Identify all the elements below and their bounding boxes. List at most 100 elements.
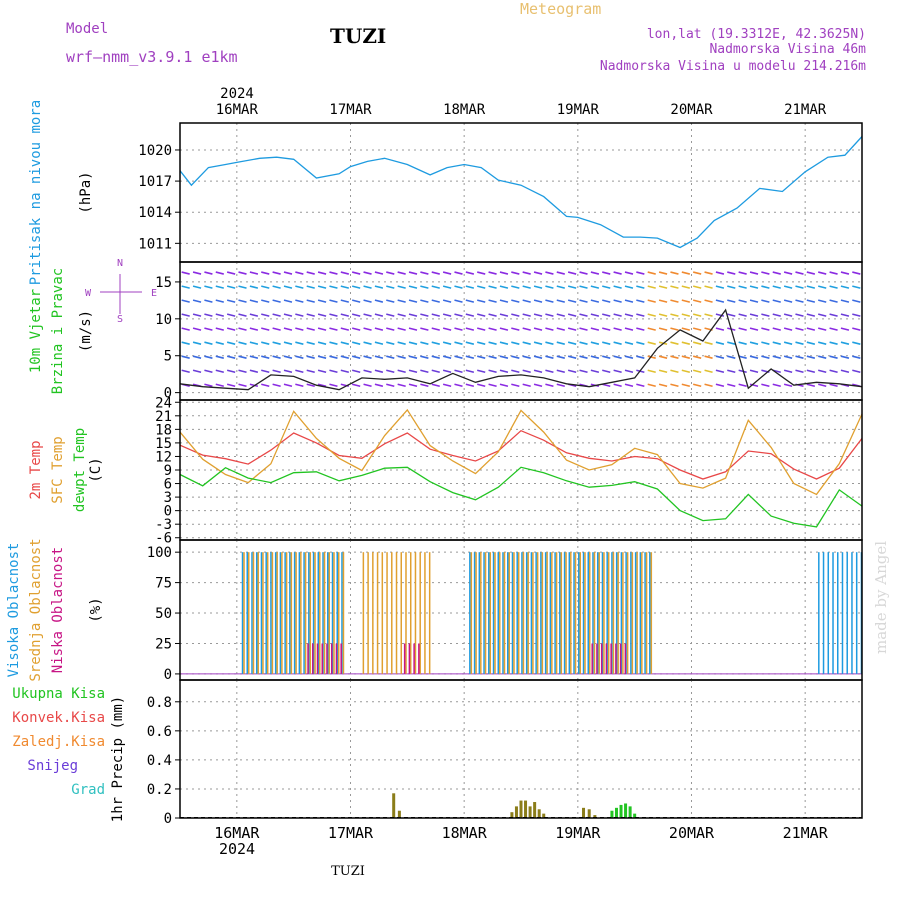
- panels: 1011 1014 1017 1020 Pritisak na nivou mora (h…: [6, 100, 863, 827]
- wind-arrow: [533, 327, 543, 331]
- wind-arrow: [533, 383, 543, 388]
- wind-arrow: [420, 313, 429, 317]
- wind-arrow: [431, 313, 440, 317]
- wind-arrow: [249, 341, 259, 345]
- wind-arrow: [636, 285, 645, 289]
- wind-arrow: [374, 313, 384, 317]
- wind-arrow: [363, 313, 372, 317]
- wind-arrow: [340, 299, 350, 303]
- wind-arrow: [238, 271, 247, 275]
- precip-bar: [542, 813, 546, 818]
- wind-arrow: [215, 271, 224, 275]
- wind-arrow: [329, 327, 338, 331]
- wind-arrow: [590, 341, 600, 345]
- wind-arrow: [749, 369, 759, 373]
- wind-arrow: [840, 341, 850, 345]
- wind-arrow: [579, 369, 588, 373]
- wind-arrow: [738, 327, 747, 331]
- wind-arrow: [567, 313, 577, 317]
- panel-pressure: 1011 1014 1017 1020 Pritisak na nivou mora (h…: [28, 100, 863, 285]
- wind-arrow: [761, 327, 770, 331]
- model-name: wrf–nmm_v3.9.1 e1km: [66, 48, 238, 66]
- wind-arrow: [795, 299, 804, 303]
- wind-arrow: [477, 383, 486, 388]
- wind-arrow: [511, 383, 520, 388]
- wind-arrow: [488, 271, 497, 275]
- wind-arrow: [488, 341, 497, 345]
- wind-arrow: [374, 299, 384, 303]
- wind-arrow: [567, 369, 577, 373]
- wind-arrow: [499, 285, 509, 289]
- precip-bar: [582, 807, 586, 818]
- wind-arrow: [351, 313, 361, 317]
- wind-arrow: [499, 271, 509, 275]
- y-tick-label: -6: [155, 531, 172, 547]
- wind-arrow: [829, 355, 838, 359]
- wind-arrow: [806, 341, 816, 345]
- wind-arrow: [249, 369, 259, 373]
- wind-arrow: [431, 355, 440, 359]
- wind-arrow: [840, 313, 850, 317]
- wind-arrow: [556, 271, 565, 275]
- wind-arrow: [738, 271, 747, 275]
- wind-arrow: [181, 313, 190, 317]
- wind-arrow: [556, 313, 565, 317]
- wind-arrow: [215, 313, 224, 317]
- panel-unit: (%): [88, 597, 104, 622]
- wind-arrow: [590, 327, 600, 331]
- wind-arrow: [624, 369, 634, 373]
- wind-arrow: [477, 355, 486, 359]
- wind-arrow: [431, 341, 440, 345]
- panel-label: Brzina i Pravac: [50, 268, 66, 394]
- wind-arrow: [681, 313, 691, 317]
- wind-arrow: [783, 299, 793, 303]
- top-day-label: 18MAR: [443, 102, 486, 118]
- wind-arrow: [783, 327, 793, 331]
- wind-arrow: [363, 271, 372, 275]
- wind-arrow: [772, 383, 781, 388]
- wind-arrow: [658, 271, 668, 275]
- wind-arrow: [511, 327, 520, 331]
- wind-arrow: [408, 369, 418, 373]
- wind-arrow: [306, 271, 315, 275]
- wind-arrow: [408, 271, 418, 275]
- wind-arrow: [272, 271, 281, 275]
- wind-arrow: [704, 299, 713, 303]
- wind-arrow: [522, 299, 531, 303]
- wind-arrow: [772, 327, 781, 331]
- wind-arrow: [351, 383, 361, 388]
- precip-bar: [614, 807, 618, 818]
- y-tick-label: 1020: [138, 143, 172, 159]
- wind-arrow: [386, 327, 395, 331]
- wind-arrow: [579, 285, 588, 289]
- wind-arrow: [715, 313, 725, 317]
- wind-arrow: [351, 355, 361, 359]
- wind-arrow: [556, 383, 565, 388]
- wind-arrow: [329, 369, 338, 373]
- wind-arrow: [340, 285, 350, 289]
- wind-arrow: [806, 271, 816, 275]
- wind-arrow: [636, 271, 645, 275]
- wind-arrow: [545, 369, 554, 373]
- wind-arrow: [295, 327, 304, 331]
- wind-arrow: [545, 285, 554, 289]
- wind-arrow: [420, 299, 429, 303]
- y-tick-label: 0.4: [147, 753, 172, 769]
- wind-arrow: [602, 313, 611, 317]
- precip-legend-item: Ukupna Kisa: [12, 686, 105, 702]
- y-tick-label: 50: [155, 606, 172, 622]
- wind-arrow: [579, 299, 588, 303]
- wind-arrow: [522, 383, 531, 388]
- wind-arrow: [192, 369, 202, 373]
- wind-arrow: [397, 383, 406, 388]
- wind-arrow: [181, 271, 190, 275]
- wind-arrow: [602, 327, 611, 331]
- wind-arrow: [204, 313, 213, 317]
- wind-arrow: [613, 327, 622, 331]
- wind-arrow: [522, 271, 531, 275]
- wind-arrow: [192, 285, 202, 289]
- station-title: TUZI: [330, 24, 386, 48]
- wind-arrow: [670, 369, 679, 373]
- wind-arrow: [818, 341, 827, 345]
- wind-arrow: [579, 271, 588, 275]
